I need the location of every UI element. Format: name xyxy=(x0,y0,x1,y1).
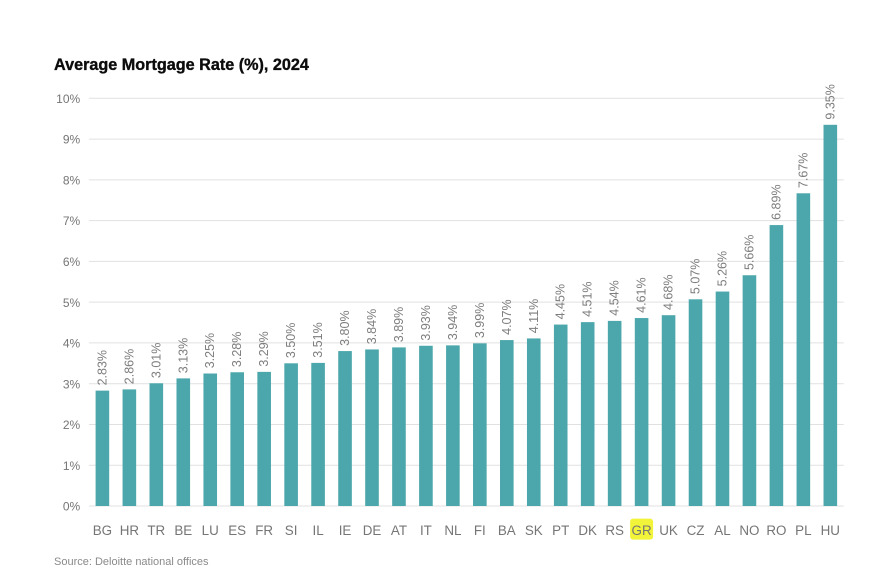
svg-text:3.50%: 3.50% xyxy=(284,323,298,358)
svg-text:5.07%: 5.07% xyxy=(689,259,703,294)
svg-text:9%: 9% xyxy=(63,133,81,147)
svg-text:HR: HR xyxy=(120,523,140,538)
svg-text:6%: 6% xyxy=(63,255,81,269)
svg-text:3.13%: 3.13% xyxy=(176,338,190,373)
svg-text:CZ: CZ xyxy=(687,523,705,538)
svg-text:PL: PL xyxy=(795,523,811,538)
svg-text:RO: RO xyxy=(766,523,786,538)
svg-text:IL: IL xyxy=(312,523,323,538)
svg-text:HU: HU xyxy=(821,523,840,538)
svg-text:BE: BE xyxy=(174,523,192,538)
svg-text:3.94%: 3.94% xyxy=(446,305,460,340)
svg-text:5.26%: 5.26% xyxy=(715,251,729,286)
svg-text:3.51%: 3.51% xyxy=(311,322,325,357)
svg-text:9.35%: 9.35% xyxy=(823,84,837,119)
svg-text:RS: RS xyxy=(605,523,624,538)
svg-text:3.84%: 3.84% xyxy=(365,309,379,344)
svg-text:5.66%: 5.66% xyxy=(742,235,756,270)
svg-text:3.93%: 3.93% xyxy=(419,305,433,340)
svg-text:FI: FI xyxy=(474,523,486,538)
svg-text:NL: NL xyxy=(444,523,461,538)
svg-text:AL: AL xyxy=(714,523,730,538)
svg-text:SI: SI xyxy=(285,523,298,538)
svg-text:DK: DK xyxy=(578,523,597,538)
svg-text:ES: ES xyxy=(228,523,246,538)
svg-text:UK: UK xyxy=(659,523,678,538)
svg-text:4.07%: 4.07% xyxy=(500,299,514,334)
svg-text:TR: TR xyxy=(147,523,165,538)
svg-text:Average Mortgage Rate (%), 202: Average Mortgage Rate (%), 2024 xyxy=(54,56,309,74)
svg-text:SK: SK xyxy=(525,523,543,538)
svg-text:IT: IT xyxy=(420,523,432,538)
svg-text:3.99%: 3.99% xyxy=(473,303,487,338)
svg-text:IE: IE xyxy=(339,523,352,538)
svg-text:4.68%: 4.68% xyxy=(662,275,676,310)
svg-text:0%: 0% xyxy=(63,500,81,514)
svg-text:1%: 1% xyxy=(63,459,81,473)
svg-text:DE: DE xyxy=(363,523,382,538)
svg-text:4.61%: 4.61% xyxy=(635,277,649,312)
svg-text:4.11%: 4.11% xyxy=(527,299,541,334)
svg-text:3.89%: 3.89% xyxy=(392,307,406,342)
svg-text:AT: AT xyxy=(391,523,407,538)
svg-text:4.45%: 4.45% xyxy=(554,284,568,319)
svg-text:BG: BG xyxy=(93,523,112,538)
svg-text:3.29%: 3.29% xyxy=(257,331,271,366)
svg-text:4%: 4% xyxy=(63,337,81,351)
svg-text:2.83%: 2.83% xyxy=(95,350,109,385)
svg-text:3.28%: 3.28% xyxy=(230,332,244,367)
svg-text:4.51%: 4.51% xyxy=(581,281,595,316)
svg-text:GR: GR xyxy=(632,523,652,538)
svg-text:NO: NO xyxy=(739,523,759,538)
svg-text:Source: Deloitte national offi: Source: Deloitte national offices xyxy=(54,556,209,568)
svg-text:3.80%: 3.80% xyxy=(338,310,352,345)
svg-text:FR: FR xyxy=(255,523,273,538)
svg-text:4.54%: 4.54% xyxy=(608,280,622,315)
svg-text:8%: 8% xyxy=(63,173,81,187)
svg-text:3.25%: 3.25% xyxy=(203,333,217,368)
svg-text:6.89%: 6.89% xyxy=(769,184,783,219)
svg-text:7.67%: 7.67% xyxy=(796,153,810,188)
svg-text:BA: BA xyxy=(498,523,516,538)
svg-text:10%: 10% xyxy=(56,92,80,106)
svg-text:3%: 3% xyxy=(63,377,81,391)
svg-text:2%: 2% xyxy=(63,418,81,432)
svg-text:7%: 7% xyxy=(63,214,81,228)
svg-text:LU: LU xyxy=(202,523,219,538)
svg-text:2.86%: 2.86% xyxy=(122,349,136,384)
svg-text:PT: PT xyxy=(552,523,569,538)
svg-text:3.01%: 3.01% xyxy=(149,343,163,378)
svg-text:5%: 5% xyxy=(63,296,81,310)
